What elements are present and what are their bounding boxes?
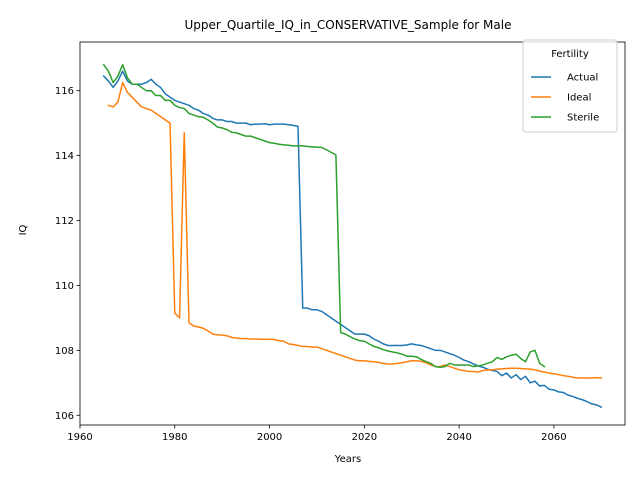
y-axis: 106 108 110 112 114 116 [55, 86, 80, 422]
legend-label-ideal: Ideal [567, 93, 591, 104]
y-axis-label: IQ [18, 224, 29, 235]
chart-title: Upper_Quartile_IQ_in_CONSERVATIVE_Sample… [185, 18, 512, 32]
y-tick-label: 114 [55, 151, 74, 162]
x-tick-label: 2000 [257, 432, 282, 443]
y-tick-label: 116 [55, 86, 74, 97]
axes-spines [79, 41, 626, 426]
x-tick-label: 1980 [162, 432, 187, 443]
x-tick-label: 2060 [541, 432, 566, 443]
y-tick-label: 108 [55, 346, 74, 357]
legend-entries: Actual Ideal Sterile [531, 73, 599, 124]
y-tick-label: 106 [55, 411, 74, 422]
x-axis-label: Years [334, 454, 361, 465]
legend-box [522, 39, 618, 133]
legend-label-sterile: Sterile [567, 113, 599, 124]
x-tick-label: 1960 [67, 432, 92, 443]
series-line-ideal [107, 81, 603, 379]
series-line-sterile [102, 63, 546, 368]
y-tick-label: 112 [55, 216, 74, 227]
axes-border [79, 41, 626, 426]
series-line-actual [102, 70, 603, 409]
legend-label-actual: Actual [567, 73, 598, 84]
legend: Fertility Actual Ideal Sterile [522, 39, 618, 133]
x-tick-label: 2040 [446, 432, 471, 443]
y-tick-label: 110 [55, 281, 74, 292]
legend-title: Fertility [551, 49, 589, 60]
series-group [102, 63, 603, 409]
x-axis: 1960 1980 2000 2020 2040 2060 [67, 425, 567, 443]
x-tick-label: 2020 [352, 432, 377, 443]
